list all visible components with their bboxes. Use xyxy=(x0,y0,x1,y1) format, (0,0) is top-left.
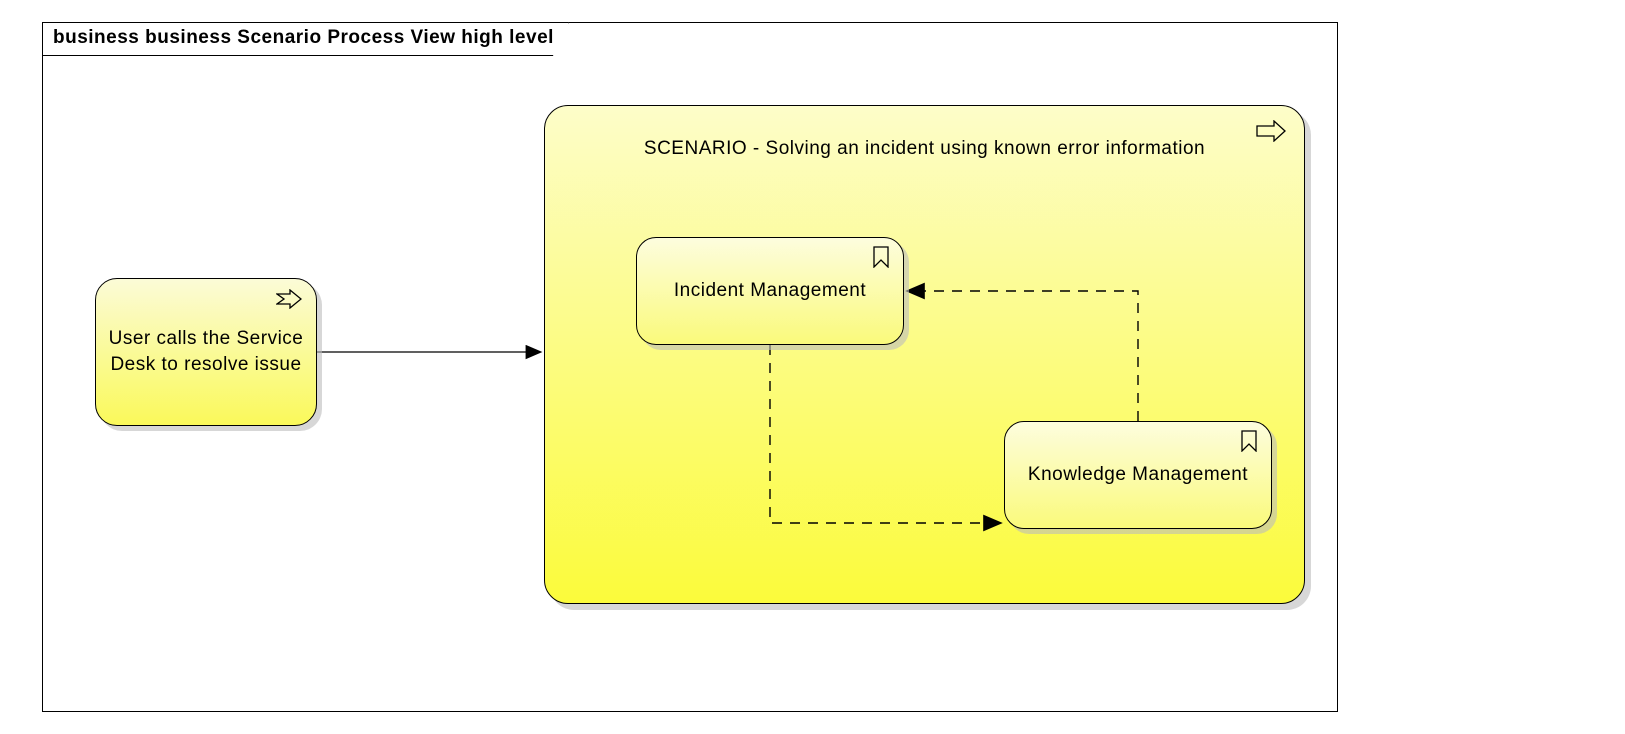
event-label-line2: Desk to resolve issue xyxy=(110,354,301,375)
bookmark-icon xyxy=(1239,430,1259,452)
event-node: User calls the Service Desk to resolve i… xyxy=(95,278,317,426)
knowledge-node: Knowledge Management xyxy=(1004,421,1272,529)
diagram-canvas: business business Scenario Process View … xyxy=(0,0,1625,734)
event-label: User calls the Service Desk to resolve i… xyxy=(109,326,304,377)
bookmark-icon xyxy=(871,246,891,268)
incident-node: Incident Management xyxy=(636,237,904,345)
incident-label: Incident Management xyxy=(674,280,866,302)
arrow-out-icon xyxy=(1256,120,1286,142)
scenario-title: SCENARIO - Solving an incident using kno… xyxy=(545,138,1304,160)
frame-title: business business Scenario Process View … xyxy=(42,22,569,56)
knowledge-label: Knowledge Management xyxy=(1028,464,1248,486)
event-label-line1: User calls the Service xyxy=(109,328,304,349)
arrow-in-icon xyxy=(276,289,302,309)
